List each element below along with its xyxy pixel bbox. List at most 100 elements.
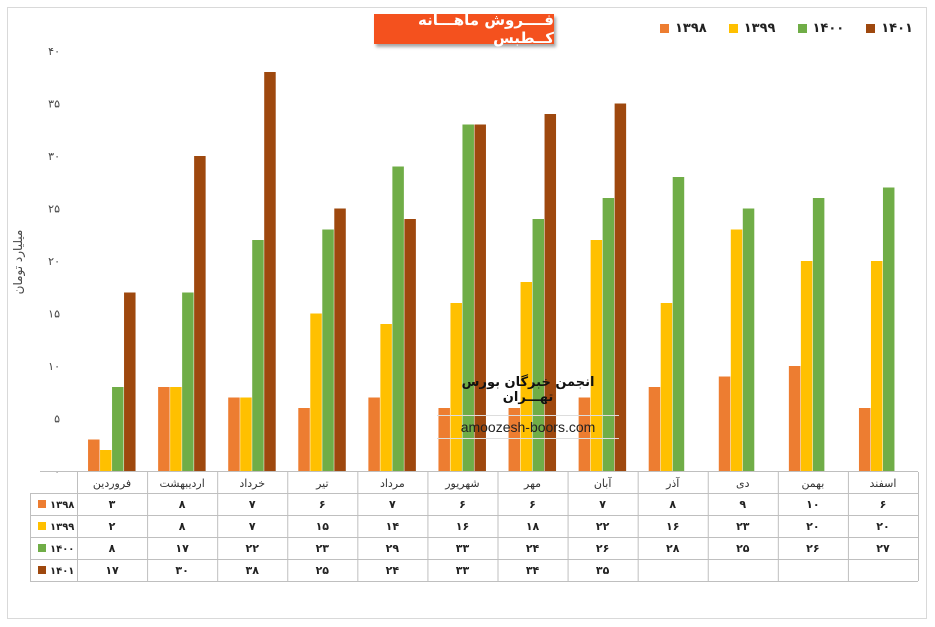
table-legend-swatch (38, 544, 46, 552)
bar (544, 114, 557, 471)
bar (520, 282, 533, 471)
legend-swatch (728, 24, 738, 33)
y-tick-label: ۲۰ (48, 255, 60, 268)
table-value: ۳۳ (456, 542, 470, 555)
bar (858, 408, 871, 471)
category-label: مهر (523, 477, 541, 490)
legend-item: ۱۴۰۱ (866, 21, 913, 36)
bar (88, 439, 100, 471)
table-value: ۶ (529, 498, 536, 511)
table-value: ۶ (319, 498, 326, 511)
category-label: خرداد (239, 477, 265, 490)
legend: ۱۴۰۱ ۱۴۰۰ ۱۳۹۹ ۱۳۹۸ (660, 21, 913, 36)
table-value: ۲۸ (666, 542, 680, 555)
table-value: ۱۸ (526, 520, 540, 533)
table-value: ۲۶ (596, 542, 609, 555)
category-label: اسفند (869, 477, 896, 490)
category-label: آبان (594, 476, 612, 490)
bar (380, 324, 392, 471)
table-value: ۳۳ (456, 564, 470, 577)
bar (404, 219, 416, 471)
category-label: دی (736, 477, 750, 490)
table-value: ۷ (599, 498, 606, 511)
table-value: ۹ (739, 498, 746, 511)
y-tick-label: ۱۵ (48, 308, 60, 321)
bar (264, 72, 276, 471)
y-tick-label: ۴۰ (48, 45, 60, 58)
bar (660, 303, 673, 471)
bar (298, 408, 310, 471)
bar (882, 187, 895, 471)
table-value: ۲۶ (806, 542, 819, 555)
category-label: اردیبهشت (159, 477, 204, 490)
table-legend-swatch (38, 566, 46, 574)
legend-label: ۱۴۰۰ (812, 21, 845, 36)
table-value: ۸ (179, 520, 186, 533)
legend-label: ۱۳۹۸ (675, 21, 707, 36)
table-value: ۲۰ (876, 520, 889, 533)
category-label: بهمن (801, 477, 824, 490)
legend-item: ۱۴۰۰ (797, 21, 845, 36)
bar (648, 387, 661, 471)
table-legend-swatch (38, 500, 46, 508)
table-value: ۷ (389, 498, 396, 511)
table-series-name: ۱۴۰۰ (50, 544, 74, 555)
legend-item: ۱۳۹۸ (660, 21, 707, 36)
table-value: ۲۷ (876, 542, 890, 555)
table-value: ۸ (669, 498, 676, 511)
table-value: ۶ (880, 498, 887, 511)
bar (508, 408, 521, 471)
category-label: مرداد (380, 477, 405, 490)
table-value: ۲۲ (245, 542, 259, 555)
bar (182, 292, 194, 471)
table-value: ۳۴ (526, 564, 540, 577)
bar (170, 387, 182, 471)
bar (438, 408, 450, 471)
table-series-name: ۱۳۹۸ (50, 500, 74, 511)
category-label: شهریور (444, 477, 479, 490)
bar (614, 103, 627, 471)
bar (672, 177, 685, 471)
table-value: ۸ (179, 498, 186, 511)
bar (718, 376, 731, 471)
bar (194, 156, 206, 471)
y-tick-label: ۳۰ (48, 150, 60, 163)
y-tick-label: ۳۵ (48, 98, 60, 111)
table-value: ۲۴ (386, 564, 400, 577)
legend-label: ۱۴۰۱ (881, 21, 913, 36)
bar (450, 303, 462, 471)
table-value: ۲۳ (736, 520, 750, 533)
legend-item: ۱۳۹۹ (728, 21, 776, 36)
table-value: ۳۰ (175, 564, 188, 577)
table-value: ۳۵ (596, 564, 610, 577)
table-value: ۱۶ (666, 520, 679, 533)
bar (100, 450, 112, 471)
legend-swatch (660, 24, 669, 33)
bar (602, 198, 615, 471)
table-value: ۲۳ (316, 542, 330, 555)
bar (730, 229, 743, 471)
table-value: ۲۴ (526, 542, 540, 555)
bar (228, 397, 240, 471)
bar (252, 240, 264, 471)
bar (368, 397, 380, 471)
bar (812, 198, 825, 471)
bar (240, 397, 252, 471)
table-value: ۲۵ (316, 564, 330, 577)
table-series-name: ۱۳۹۹ (50, 522, 74, 533)
table-value: ۲۲ (596, 520, 610, 533)
legend-swatch (797, 24, 807, 33)
table-value: ۳ (109, 498, 116, 511)
legend-swatch (866, 24, 876, 33)
y-axis-label: میلیارد تومان (11, 229, 25, 295)
bar (462, 124, 474, 471)
table-value: ۸ (109, 542, 116, 555)
table-value: ۶ (459, 498, 466, 511)
table-value: ۲۹ (386, 542, 400, 555)
watermark-persian: انجمن خبرگان بورس تهـــران (461, 375, 595, 405)
table-value: ۱۰ (806, 498, 819, 511)
category-label: آذر (665, 476, 680, 490)
bar (322, 229, 334, 471)
bar (124, 292, 136, 471)
